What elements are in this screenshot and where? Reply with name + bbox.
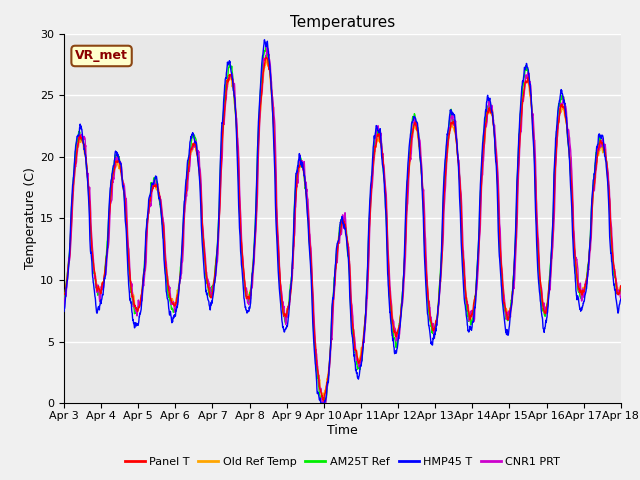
Old Ref Temp	[617, 289, 625, 295]
AM25T Ref	[499, 296, 507, 301]
CNR1 PRT	[617, 296, 625, 301]
Old Ref Temp	[316, 384, 324, 390]
HMP45 T	[60, 309, 68, 314]
Panel T	[316, 386, 324, 392]
CNR1 PRT	[263, 44, 271, 49]
HMP45 T	[617, 296, 625, 302]
Text: VR_met: VR_met	[75, 49, 128, 62]
HMP45 T	[317, 400, 324, 406]
HMP45 T	[88, 271, 96, 276]
HMP45 T	[260, 37, 268, 43]
Old Ref Temp	[319, 393, 327, 398]
Old Ref Temp	[60, 290, 68, 296]
Panel T	[320, 398, 328, 404]
Panel T	[602, 150, 609, 156]
HMP45 T	[602, 154, 609, 160]
Y-axis label: Temperature (C): Temperature (C)	[24, 168, 37, 269]
Panel T	[262, 55, 270, 60]
AM25T Ref	[317, 400, 325, 406]
Old Ref Temp	[332, 268, 339, 274]
HMP45 T	[601, 154, 609, 159]
HMP45 T	[316, 396, 324, 402]
Panel T	[332, 269, 339, 275]
AM25T Ref	[316, 395, 324, 400]
Old Ref Temp	[88, 248, 96, 254]
CNR1 PRT	[319, 400, 326, 406]
Line: Old Ref Temp: Old Ref Temp	[64, 57, 621, 396]
Old Ref Temp	[601, 152, 609, 158]
HMP45 T	[499, 304, 507, 310]
AM25T Ref	[88, 252, 96, 258]
AM25T Ref	[617, 286, 625, 291]
Panel T	[601, 148, 609, 154]
AM25T Ref	[601, 148, 609, 154]
HMP45 T	[332, 262, 339, 268]
CNR1 PRT	[499, 284, 507, 289]
Legend: Panel T, Old Ref Temp, AM25T Ref, HMP45 T, CNR1 PRT: Panel T, Old Ref Temp, AM25T Ref, HMP45 …	[120, 453, 564, 471]
Line: AM25T Ref: AM25T Ref	[64, 47, 621, 403]
Panel T	[88, 252, 96, 257]
X-axis label: Time: Time	[327, 424, 358, 437]
Title: Temperatures: Temperatures	[290, 15, 395, 30]
CNR1 PRT	[88, 244, 96, 250]
CNR1 PRT	[602, 142, 609, 147]
Old Ref Temp	[499, 283, 507, 288]
Panel T	[60, 291, 68, 297]
Panel T	[499, 288, 507, 293]
Old Ref Temp	[262, 54, 270, 60]
CNR1 PRT	[601, 144, 609, 150]
Old Ref Temp	[602, 152, 609, 157]
AM25T Ref	[602, 149, 609, 155]
AM25T Ref	[262, 44, 270, 49]
Panel T	[617, 283, 625, 288]
AM25T Ref	[332, 266, 339, 272]
CNR1 PRT	[332, 276, 339, 282]
Line: Panel T: Panel T	[64, 58, 621, 401]
CNR1 PRT	[316, 388, 324, 394]
AM25T Ref	[60, 295, 68, 301]
CNR1 PRT	[60, 303, 68, 309]
Line: CNR1 PRT: CNR1 PRT	[64, 47, 621, 403]
Line: HMP45 T: HMP45 T	[64, 40, 621, 403]
